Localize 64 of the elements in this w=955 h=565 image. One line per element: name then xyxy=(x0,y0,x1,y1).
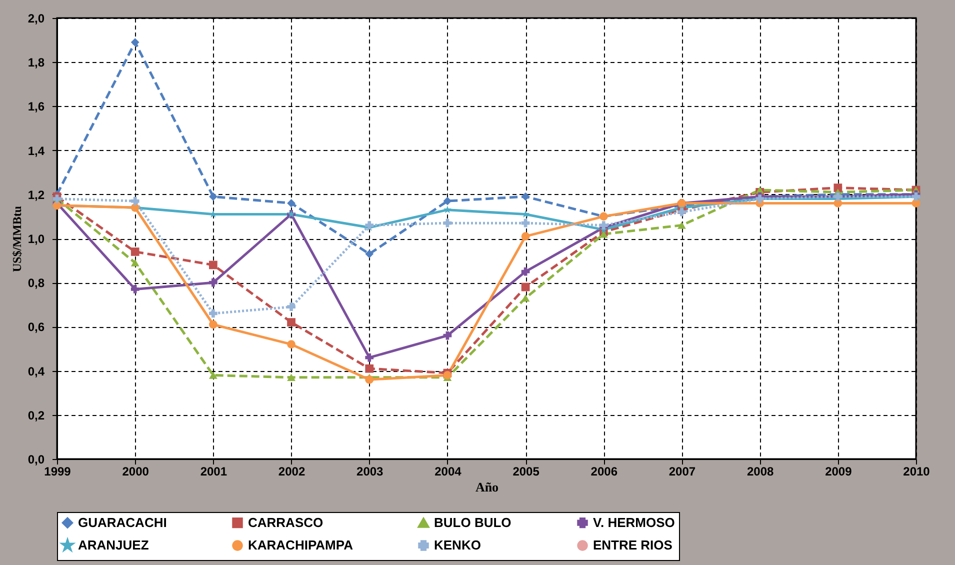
y-axis-title: US$/MMBtu xyxy=(10,206,24,272)
point xyxy=(209,278,218,287)
point xyxy=(834,184,842,192)
x-tick-label: 2007 xyxy=(668,464,696,478)
legend-label: ENTRE RIOS xyxy=(593,538,673,552)
x-tick-label: 2001 xyxy=(200,464,228,478)
point xyxy=(521,282,530,292)
x-tick-label: 2003 xyxy=(356,464,384,478)
legend-label: ARANJUEZ xyxy=(78,538,149,552)
point xyxy=(209,260,218,270)
point xyxy=(130,248,140,256)
y-tick-label: 1,2 xyxy=(28,188,45,202)
point xyxy=(365,353,374,362)
point xyxy=(521,294,530,302)
y-tick-label: 0,6 xyxy=(28,320,45,334)
point xyxy=(287,318,296,326)
legend-label: GUARACACHI xyxy=(78,514,167,530)
point xyxy=(287,302,296,312)
point xyxy=(209,192,218,201)
x-tick-label: 2004 xyxy=(434,464,462,478)
y-tick-label: 0,4 xyxy=(28,364,45,378)
point xyxy=(521,232,530,240)
x-tick-label: 2005 xyxy=(512,464,540,478)
x-axis-title: Año xyxy=(475,480,499,494)
x-tick-label: 2006 xyxy=(590,464,618,478)
point xyxy=(287,199,296,208)
y-tick-label: 1,8 xyxy=(28,56,45,70)
x-tick-label: 2000 xyxy=(122,464,150,478)
point xyxy=(521,192,530,201)
point xyxy=(130,259,140,266)
point xyxy=(130,38,140,46)
legend-label: KENKO xyxy=(434,538,481,552)
x-tick-label: 2008 xyxy=(746,464,774,478)
point xyxy=(521,267,530,276)
point xyxy=(443,206,452,214)
legend-label: CARRASCO xyxy=(248,514,324,530)
point xyxy=(678,222,686,229)
legend-label: KARACHIPAMPA xyxy=(248,538,354,552)
legend-label: V. HERMOSO xyxy=(593,514,675,530)
point xyxy=(130,285,140,294)
point xyxy=(209,309,218,318)
y-tick-label: 1,4 xyxy=(28,144,45,158)
y-tick-label: 1,6 xyxy=(28,100,45,114)
x-tick-label: 2002 xyxy=(278,464,306,478)
y-tick-label: 1,0 xyxy=(28,232,45,246)
point xyxy=(209,372,218,379)
legend-label: BULO BULO xyxy=(434,515,512,530)
y-tick-label: 2,0 xyxy=(28,12,45,26)
point xyxy=(365,364,374,373)
point xyxy=(365,375,374,384)
point xyxy=(209,320,218,329)
point xyxy=(443,371,452,380)
point xyxy=(287,340,296,349)
point xyxy=(287,374,296,382)
x-tick-label: 1999 xyxy=(44,464,72,478)
point xyxy=(130,196,140,206)
point xyxy=(599,221,608,230)
x-tick-label: 2010 xyxy=(903,464,930,478)
y-tick-label: 0,2 xyxy=(28,408,45,422)
y-tick-label: 0,8 xyxy=(28,276,45,290)
point xyxy=(365,250,374,258)
y-tick-label: 0,0 xyxy=(28,452,45,466)
x-tick-label: 2009 xyxy=(825,464,852,478)
point xyxy=(443,196,452,206)
